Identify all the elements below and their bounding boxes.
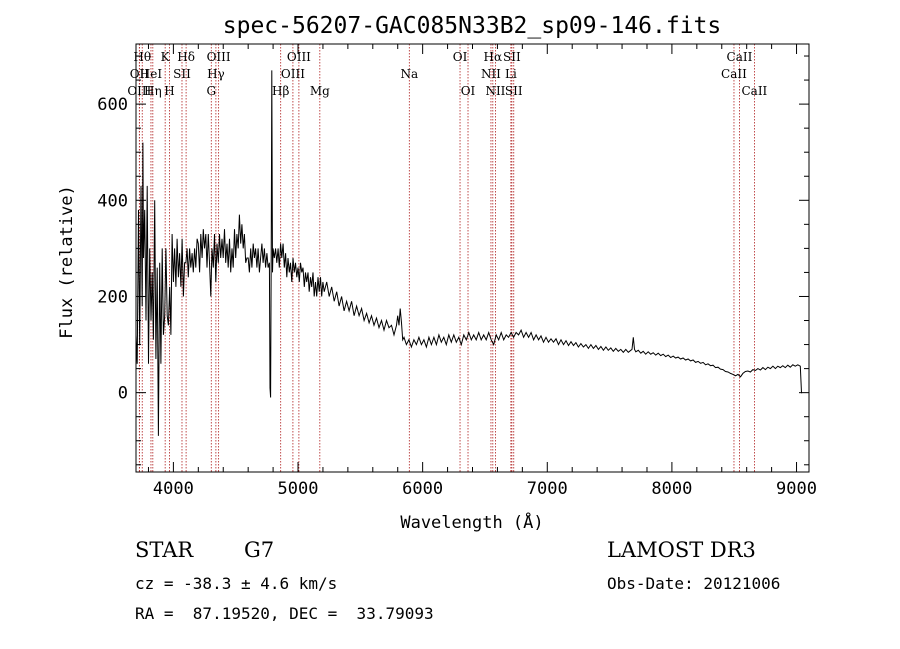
line-label: NII [481,67,501,81]
line-label: NII [485,84,505,98]
line-label: Hθ [133,50,151,64]
y-tick-label: 400 [97,191,128,211]
line-label: OIII [287,50,311,64]
spectrum-line [135,70,803,436]
x-tick-label: 9000 [776,479,817,499]
y-tick-label: 0 [118,384,128,404]
line-label: CaII [721,67,747,81]
line-label: Hη [144,84,162,98]
line-label: Mg [310,84,330,98]
line-label: Hα [484,50,503,64]
x-tick-label: 7000 [527,479,568,499]
line-label: SII [503,50,521,64]
plot-frame [135,43,810,473]
line-label: SII [505,84,523,98]
line-labels: Hθ OII OIII HeI Hη K H SII Hδ OIII Hγ G Hβ OIII OIII Mg… [127,50,767,98]
x-tick-label: 8000 [651,479,692,499]
x-tick-label: 6000 [402,479,443,499]
line-label: OI [461,84,476,98]
x-axis-label: Wavelength (Å) [400,511,543,533]
line-label: H [164,84,174,98]
subclass-label: G7 [244,538,275,562]
y-tick-label: 600 [97,95,128,115]
line-label: G [206,84,216,98]
line-label: Hβ [272,84,289,98]
line-label: CaII [741,84,767,98]
x-tick-label: 5000 [278,479,319,499]
axis-ticks: 4000 5000 6000 7000 8000 9000 0 200 400 600 [97,44,817,499]
line-label: OIII [127,84,151,98]
line-label: Hδ [177,50,195,64]
line-label: K [161,50,171,64]
redshift-value: cz = -38.3 ± 4.6 km/s [135,574,338,593]
line-label: Na [400,67,418,81]
x-tick-label: 4000 [153,479,194,499]
line-label: OIII [281,67,305,81]
line-label: HeI [140,67,163,81]
line-label: OIII [207,50,231,64]
coordinates: RA = 87.19520, DEC = 33.79093 [135,604,434,623]
line-label: Li [505,67,517,81]
class-label: STAR [135,538,194,562]
line-label: SII [173,67,191,81]
line-label: CaII [727,50,753,64]
obs-date: Obs-Date: 20121006 [607,574,781,593]
line-label: OI [453,50,468,64]
chart-title: spec-56207-GAC085N33B2_sp09-146.fits [223,13,722,39]
survey-label: LAMOST DR3 [607,538,756,562]
y-axis-label: Flux (relative) [57,185,77,339]
line-label: OII [130,67,150,81]
y-tick-label: 200 [97,287,128,307]
line-label: Hγ [207,67,225,81]
